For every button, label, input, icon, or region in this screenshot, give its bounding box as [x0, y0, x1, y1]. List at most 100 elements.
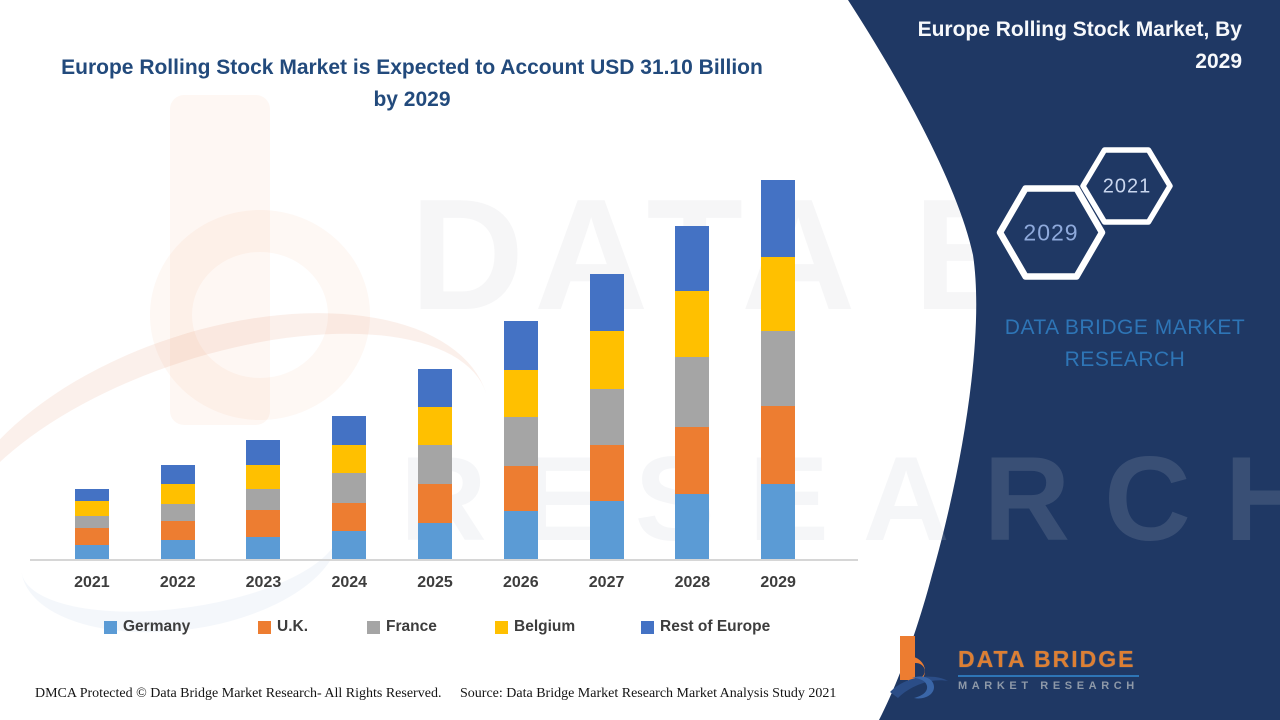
- logo-d-swirl: [912, 676, 934, 699]
- bar-2022: [160, 464, 195, 560]
- bar-segment-france-2025: [418, 445, 453, 485]
- bar-segment-france-2029: [761, 331, 796, 406]
- footer-source-text: Source: Data Bridge Market Research Mark…: [460, 686, 837, 701]
- bar-segment-germany-2024: [332, 530, 367, 560]
- x-label-2028: 2028: [674, 574, 711, 591]
- logo-b-stem: [900, 636, 915, 680]
- bar-segment-belgium-2024: [332, 445, 367, 474]
- logo-b-icon: [890, 636, 948, 699]
- x-label-2023: 2023: [245, 574, 282, 591]
- bar-segment-rest-of-europe-2023: [246, 440, 281, 465]
- logo-text-block: DATA BRIDGE MARKET RESEARCH: [958, 646, 1139, 692]
- hexagon-year-2029: 2029: [1023, 219, 1079, 246]
- brand-wordmark: DATA BRIDGE MARKET RESEARCH: [1004, 316, 1246, 371]
- x-label-2025: 2025: [417, 574, 453, 591]
- bar-segment-belgium-2025: [418, 407, 453, 446]
- bar-segment-rest-of-europe-2025: [418, 369, 453, 408]
- legend-item-france: France: [367, 618, 437, 636]
- panel-title: Europe Rolling Stock Market, By 2029: [917, 18, 1242, 73]
- bar-segment-france-2021: [74, 515, 109, 529]
- bar-segment-germany-2028: [675, 493, 710, 560]
- bar-segment-u-k--2029: [761, 405, 796, 485]
- legend-item-belgium: Belgium: [495, 618, 575, 636]
- bar-segment-germany-2022: [160, 540, 195, 560]
- bar-2021: [74, 489, 109, 560]
- bar-segment-germany-2027: [589, 501, 624, 560]
- bar-2023: [246, 440, 281, 560]
- bar-segment-u-k--2022: [160, 520, 195, 541]
- navy-panel-shape: [848, 0, 1280, 720]
- bar-segment-rest-of-europe-2022: [160, 464, 195, 485]
- legend-swatch: [104, 620, 117, 634]
- bar-segment-u-k--2026: [503, 465, 538, 512]
- legend-item-rest-of-europe: Rest of Europe: [641, 618, 770, 636]
- stacked-bar-chart: [49, 0, 821, 560]
- footer-dmca-text: DMCA Protected © Data Bridge Market Rese…: [35, 686, 442, 701]
- bar-segment-belgium-2022: [160, 484, 195, 504]
- x-axis-labels: 2021 2022 2023 2024 2025 2026 2027 2028 2029: [49, 574, 821, 592]
- bar-column-2026: [478, 0, 564, 560]
- bar-segment-belgium-2029: [761, 256, 796, 332]
- bar-segment-france-2028: [675, 356, 710, 427]
- bars-container: [49, 0, 821, 560]
- x-axis-line: [30, 559, 858, 561]
- bar-segment-belgium-2028: [675, 290, 710, 357]
- bar-column-2028: [649, 0, 735, 560]
- bar-segment-rest-of-europe-2027: [589, 273, 624, 332]
- bar-column-2021: [49, 0, 135, 560]
- bar-segment-rest-of-europe-2021: [74, 489, 109, 502]
- hexagon-year-2021: 2021: [1102, 175, 1152, 198]
- bar-segment-france-2024: [332, 473, 367, 503]
- bar-segment-rest-of-europe-2028: [675, 226, 710, 291]
- hexagon-2029: [996, 185, 1106, 280]
- bar-segment-rest-of-europe-2024: [332, 415, 367, 445]
- x-label-2027: 2027: [588, 574, 625, 591]
- bar-column-2029: [735, 0, 821, 560]
- bar-2027: [589, 273, 624, 560]
- bar-segment-u-k--2021: [74, 528, 109, 546]
- bar-segment-belgium-2026: [503, 370, 538, 417]
- x-label-2029: 2029: [760, 574, 796, 591]
- legend-swatch: [258, 620, 271, 634]
- bar-segment-u-k--2028: [675, 426, 710, 494]
- bar-segment-france-2022: [160, 503, 195, 521]
- bar-column-2025: [392, 0, 478, 560]
- bar-column-2022: [135, 0, 221, 560]
- legend-label: U.K.: [277, 618, 308, 635]
- legend-label: Belgium: [514, 618, 576, 635]
- bar-segment-belgium-2023: [246, 464, 281, 490]
- bar-segment-germany-2023: [246, 536, 281, 560]
- x-label-2026: 2026: [503, 574, 539, 591]
- legend-item-u-k-: U.K.: [258, 618, 308, 636]
- bar-segment-u-k--2024: [332, 502, 367, 531]
- bar-segment-rest-of-europe-2029: [761, 179, 796, 257]
- hexagon-badges: [996, 147, 1173, 280]
- chart-legend: Germany U.K. France Belgium Rest of Europe: [0, 618, 860, 642]
- bar-segment-belgium-2021: [74, 501, 109, 516]
- legend-swatch: [495, 620, 508, 634]
- bar-segment-france-2027: [589, 388, 624, 445]
- bar-segment-germany-2025: [418, 523, 453, 560]
- logo-name: DATA BRIDGE: [958, 646, 1136, 672]
- legend-swatch: [641, 620, 654, 634]
- bar-segment-u-k--2023: [246, 509, 281, 537]
- bar-segment-france-2023: [246, 489, 281, 510]
- bar-segment-germany-2029: [761, 484, 796, 560]
- bar-segment-germany-2021: [74, 545, 109, 560]
- legend-label: France: [386, 618, 437, 635]
- company-logo: DATA BRIDGE MARKET RESEARCH: [888, 634, 1139, 704]
- x-label-2024: 2024: [331, 574, 368, 591]
- bar-column-2023: [221, 0, 307, 560]
- bar-segment-u-k--2027: [589, 445, 624, 502]
- legend-label: Germany: [123, 618, 191, 635]
- logo-divider: [958, 675, 1139, 677]
- bar-column-2027: [564, 0, 650, 560]
- legend-item-germany: Germany: [104, 618, 190, 636]
- legend-label: Rest of Europe: [660, 618, 771, 635]
- bar-2028: [675, 226, 710, 560]
- bar-column-2024: [306, 0, 392, 560]
- bar-segment-u-k--2025: [418, 484, 453, 524]
- bar-2029: [761, 179, 796, 560]
